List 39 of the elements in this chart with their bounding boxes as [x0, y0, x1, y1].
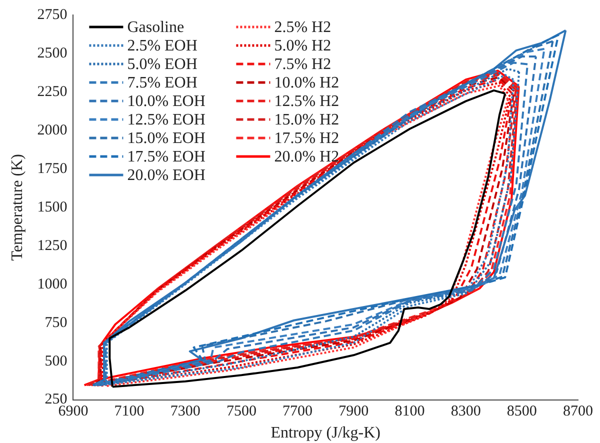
legend-label: 5.0% H2 [274, 38, 332, 55]
x-axis-title: Entropy (J/kg-K) [270, 424, 380, 442]
legend-label: 10.0% H2 [274, 74, 340, 92]
y-tick-label: 1500 [37, 199, 68, 216]
y-tick-label: 1250 [37, 238, 68, 254]
legend-label: 5.0% EOH [127, 56, 198, 74]
legend-label: 12.5% H2 [274, 93, 340, 110]
legend-label: Gasoline [127, 19, 184, 36]
y-tick-label: 2500 [37, 45, 68, 62]
legend-label: 7.5% EOH [127, 74, 198, 92]
x-tick-label: 8100 [394, 404, 425, 420]
legend-label: 15.0% H2 [274, 112, 340, 129]
y-axis-title: Temperature (K) [8, 154, 26, 261]
legend-label: 17.5% H2 [274, 130, 340, 148]
y-tick-label: 2250 [37, 84, 68, 100]
legend-label: 20.0% EOH [127, 167, 206, 184]
legend-label: 2.5% EOH [127, 38, 198, 55]
y-tick-label: 1000 [37, 276, 68, 292]
legend-label: 20.0% H2 [274, 148, 340, 166]
x-tick-label: 7100 [114, 404, 144, 420]
x-tick-label: 6900 [58, 404, 88, 420]
y-tick-label: 750 [44, 314, 68, 331]
x-tick-label: 7300 [170, 404, 200, 420]
x-tick-label: 7500 [226, 404, 256, 420]
legend-label: 15.0% EOH [127, 130, 206, 148]
x-tick-label: 8500 [506, 404, 537, 420]
y-tick-label: 2000 [37, 122, 68, 138]
y-tick-label: 500 [44, 353, 68, 370]
legend-label: 12.5% EOH [127, 112, 206, 129]
legend-label: 17.5% EOH [127, 148, 206, 166]
x-tick-label: 7700 [282, 404, 313, 420]
x-tick-label: 8700 [563, 404, 593, 420]
y-tick-label: 2750 [37, 6, 68, 23]
x-tick-label: 7900 [338, 404, 369, 420]
y-tick-label: 1750 [37, 160, 68, 177]
legend-label: 10.0% EOH [127, 93, 206, 110]
legend-label: 2.5% H2 [274, 19, 332, 36]
legend-label: 7.5% H2 [274, 56, 332, 74]
x-tick-label: 8300 [450, 404, 481, 420]
